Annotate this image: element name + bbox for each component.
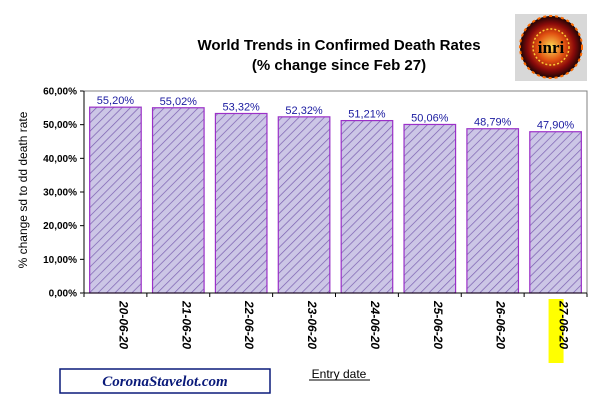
y-axis-ticks: 0,00% 10,00% 20,00% 30,00% 40,00% 50,00% 60,00… xyxy=(43,87,84,300)
virus-logo-icon: inri xyxy=(515,14,587,81)
y-tick-label: 30,00% xyxy=(43,188,77,199)
data-label: 48,79% xyxy=(474,117,512,129)
x-tick-label: 22-06-20 xyxy=(242,300,256,349)
bars xyxy=(89,106,582,294)
data-label: 51,21% xyxy=(348,109,386,121)
data-label: 47,90% xyxy=(537,120,575,132)
y-tick-label: 50,00% xyxy=(43,120,77,131)
x-tick-label: 26-06-20 xyxy=(494,300,508,349)
bar xyxy=(529,131,582,294)
brand-box[interactable]: CoronaStavelot.com xyxy=(59,368,271,394)
bar xyxy=(403,123,457,294)
bar xyxy=(466,128,520,294)
bar xyxy=(151,107,205,294)
x-tick-label: 24-06-20 xyxy=(368,300,382,349)
y-tick-label: 20,00% xyxy=(43,221,77,232)
x-tick-label: 25-06-20 xyxy=(431,300,445,349)
x-tick-highlight xyxy=(548,299,564,363)
x-axis-ticks: 20-06-20 21-06-20 22-06-20 23-06-20 24-06-20… xyxy=(83,293,588,363)
data-label: 52,32% xyxy=(285,105,323,117)
y-tick-label: 10,00% xyxy=(43,255,77,266)
data-label: 55,02% xyxy=(160,96,198,108)
x-tick-label: 23-06-20 xyxy=(305,300,319,349)
logo-text: inri xyxy=(538,38,565,57)
y-tick-label: 40,00% xyxy=(43,154,77,165)
data-labels: 55,20% 55,02% 53,32% 52,32% 51,21% 50,06% 48,7… xyxy=(97,95,575,132)
chart-title: World Trends in Confirmed Death Rates xyxy=(197,37,480,54)
chart-subtitle: (% change since Feb 27) xyxy=(252,57,426,74)
y-tick-label: 0,00% xyxy=(49,289,77,300)
data-label: 53,32% xyxy=(223,101,261,113)
bar xyxy=(214,112,268,294)
data-label: 55,20% xyxy=(97,95,135,107)
bar xyxy=(340,119,394,294)
data-label: 50,06% xyxy=(411,112,449,124)
x-tick-label: 20-06-20 xyxy=(116,300,130,349)
brand-link[interactable]: CoronaStavelot.com xyxy=(102,374,227,390)
x-axis-label: Entry date xyxy=(312,367,367,381)
bar xyxy=(277,116,331,294)
x-tick-label: 27-06-20 xyxy=(557,300,571,349)
y-axis-label: % change sd to dd death rate xyxy=(16,111,30,268)
bar xyxy=(89,106,142,294)
y-tick-label: 60,00% xyxy=(43,87,77,98)
x-tick-label: 21-06-20 xyxy=(179,300,193,349)
